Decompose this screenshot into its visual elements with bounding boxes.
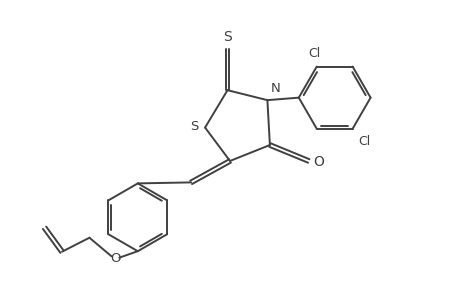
Text: Cl: Cl (308, 47, 319, 60)
Text: S: S (223, 30, 231, 44)
Text: Cl: Cl (358, 135, 370, 148)
Text: N: N (270, 82, 280, 95)
Text: S: S (189, 120, 198, 133)
Text: O: O (110, 252, 120, 265)
Text: O: O (313, 155, 324, 169)
